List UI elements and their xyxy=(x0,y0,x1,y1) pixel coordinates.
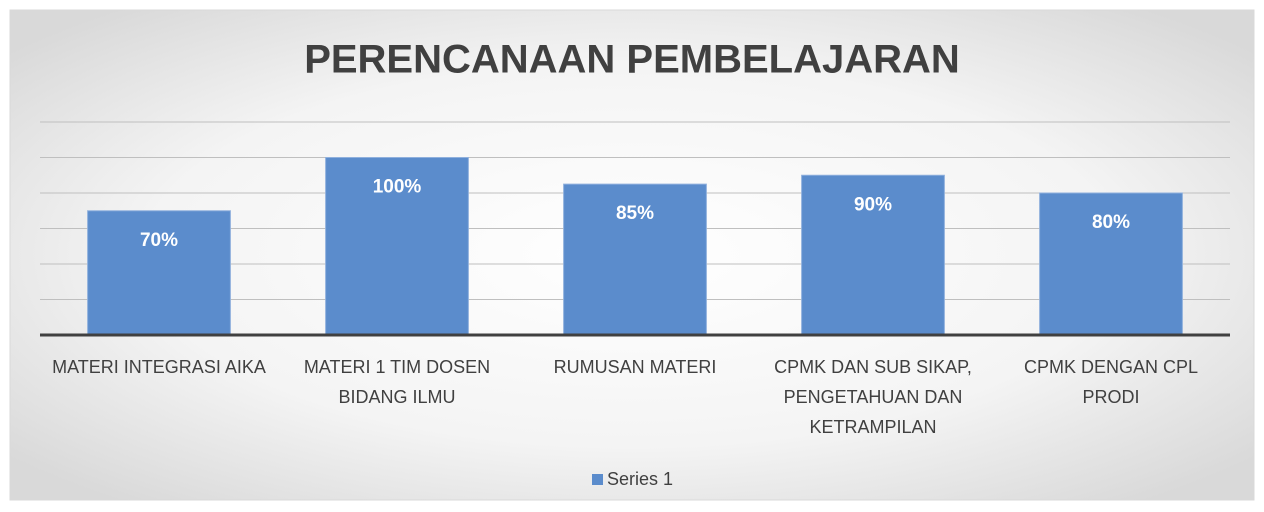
x-tick-label: RUMUSAN MATERI xyxy=(554,357,717,377)
x-tick-label: MATERI INTEGRASI AIKA xyxy=(52,357,266,377)
bar xyxy=(801,174,945,336)
legend-label: Series 1 xyxy=(607,469,673,489)
data-label: 100% xyxy=(373,177,422,198)
chart-title: PERENCANAAN PEMBELAJARAN xyxy=(304,38,960,82)
x-tick-label: CPMK DENGAN CPL PRODI xyxy=(1024,357,1198,407)
bar xyxy=(325,157,469,336)
x-tick-label: MATERI 1 TIM DOSEN BIDANG ILMU xyxy=(304,357,490,407)
data-label: 70% xyxy=(140,230,178,251)
bar xyxy=(563,183,707,336)
bar xyxy=(1039,192,1183,336)
data-label: 80% xyxy=(1092,212,1130,233)
legend-swatch xyxy=(592,474,603,485)
bar xyxy=(87,210,231,336)
data-label: 85% xyxy=(616,203,654,224)
data-label: 90% xyxy=(854,194,892,215)
x-tick-label: CPMK DAN SUB SIKAP, PENGETAHUAN DAN KETRAM… xyxy=(774,357,972,437)
